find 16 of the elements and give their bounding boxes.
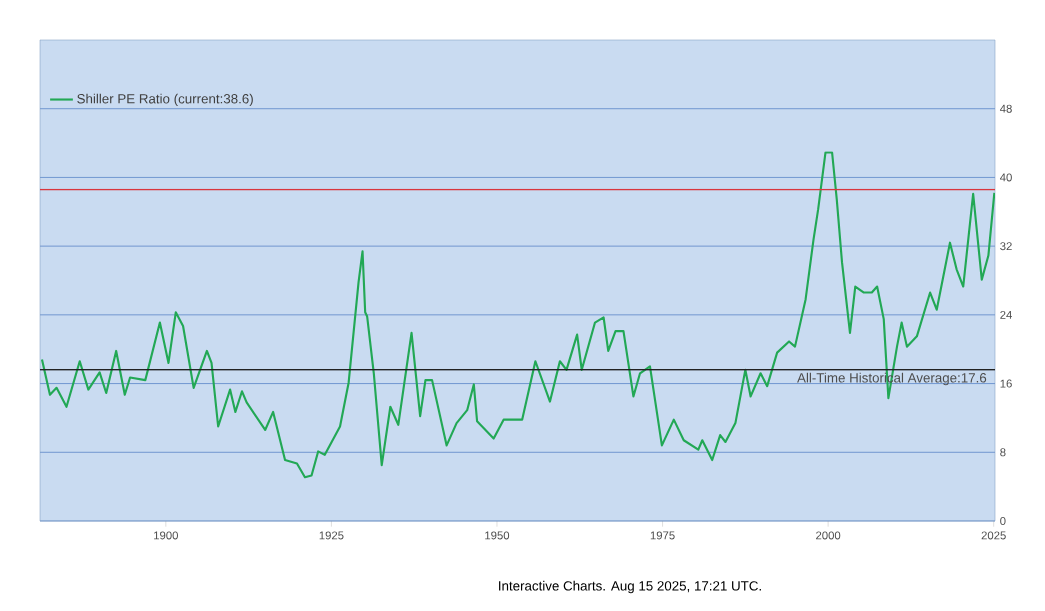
x-tick-label: 1925 (319, 531, 344, 540)
line-series (40, 151, 996, 479)
y-tick-label: 8 (1000, 448, 1006, 457)
y-tick-label: 32 (1000, 242, 1012, 251)
legend-label: Shiller PE Ratio (current:38.6) (77, 93, 253, 107)
x-tick-label: 1975 (650, 531, 675, 540)
y-tick-label: 48 (999, 104, 1012, 113)
y-tick-label: 0 (1000, 517, 1006, 525)
y-tick-label: 16 (1000, 379, 1012, 388)
y-tick-label: 40 (999, 173, 1012, 182)
x-tick-label: 2025 (981, 531, 1006, 540)
x-tick-label: 1950 (485, 531, 510, 540)
text: Interactive Charts. Aug 15 2025, 17:21 UTC. (499, 580, 761, 594)
x-tick-label: 2000 (816, 531, 841, 540)
x-tick-label: 1900 (154, 531, 178, 540)
y-tick-label: 24 (1000, 310, 1012, 319)
